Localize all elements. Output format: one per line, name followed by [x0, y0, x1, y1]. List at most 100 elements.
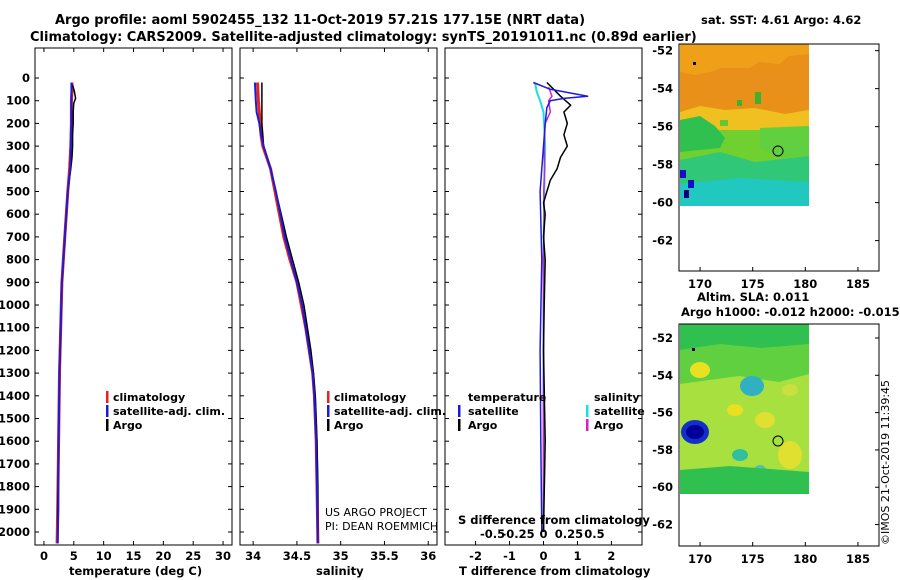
diff-legend-s-sat-label: satellite	[594, 405, 645, 418]
sal-legend-satellite-swatch	[327, 405, 330, 417]
diff-legend-salinity-title: salinity	[594, 391, 640, 404]
x-tick-label: 0	[539, 549, 547, 563]
profile-line-t-satellite	[533, 81, 589, 533]
title-line-1: Argo profile: aoml 5902455_132 11-Oct-20…	[55, 13, 586, 28]
x-tick-label: 2	[607, 549, 615, 563]
map-lat-label: -52	[652, 44, 673, 58]
map-lon-label: 175	[741, 552, 765, 566]
sst-map-axes: 170 175 180 185 -52 -54 -56 -58 -60 -62	[652, 44, 879, 291]
profile-line-t-argo	[542, 81, 572, 533]
x-tick-label: 35	[333, 549, 349, 563]
x-tick-label: 36	[420, 549, 436, 563]
map-lon-label: 180	[793, 552, 817, 566]
depth-tick-label: 1900	[0, 502, 30, 516]
profile-line-satellite-adj-clim-	[56, 82, 73, 544]
depth-axis: 0 100 200 300 400 500 600 700 800 900 1000 1100 1200…	[0, 71, 30, 539]
tick-marks	[35, 48, 642, 545]
salinity-profile-lines	[253, 82, 320, 544]
depth-tick-label: 900	[6, 275, 30, 289]
sal-legend-satellite-label: satellite-adj. clim.	[334, 405, 446, 418]
depth-tick-label: 700	[6, 230, 30, 244]
x-tick-label: 34	[245, 549, 261, 563]
title-line-2: Climatology: CARS2009. Satellite-adjuste…	[30, 30, 697, 45]
x2-tick-label: 0.5	[584, 527, 604, 541]
sst-argo-location-marker	[772, 145, 784, 157]
diff-legend-t-sat-swatch	[458, 405, 461, 417]
x-tick-label: 34.5	[283, 549, 311, 563]
sal-legend-argo-label: Argo	[334, 419, 364, 432]
x-tick-label: 0	[40, 549, 48, 563]
x-tick-label: -1	[503, 549, 516, 563]
sal-legend-climatology-swatch	[327, 391, 330, 403]
salinity-xlabel: salinity	[316, 564, 364, 578]
legend-climatology-swatch	[106, 391, 109, 403]
map-lat-label: -60	[652, 480, 673, 494]
difference-legend: temperature satellite Argo salinity sate…	[458, 391, 645, 432]
x2-tick-label: -0.5	[480, 527, 505, 541]
sla-map-frame	[678, 323, 880, 547]
map-lat-label: -62	[652, 518, 673, 532]
x-tick-label: 10	[96, 549, 112, 563]
depth-tick-label: 1300	[0, 366, 30, 380]
depth-tick-label: 800	[6, 253, 30, 267]
x-tick-label: 30	[215, 549, 231, 563]
map-lon-label: 180	[793, 277, 817, 291]
diff-legend-temperature-title: temperature	[468, 391, 546, 404]
x2-tick-label: -0.25	[501, 527, 534, 541]
sst-map-title: sat. SST: 4.61 Argo: 4.62	[701, 13, 861, 27]
sla-map-title-2: Argo h1000: -0.012 h2000: -0.015	[681, 305, 900, 319]
profile-line-argo	[261, 82, 319, 532]
sal-legend-climatology-label: climatology	[334, 391, 406, 404]
temperature-xlabel: temperature (deg C)	[69, 564, 202, 578]
legend-argo-swatch	[106, 419, 109, 431]
depth-tick-label: 1500	[0, 412, 30, 426]
map-lon-label: 170	[688, 277, 712, 291]
legend-climatology-label: climatology	[113, 391, 185, 404]
map-lon-label: 175	[741, 277, 765, 291]
diff-legend-t-argo-swatch	[458, 419, 461, 431]
legend-argo-label: Argo	[113, 419, 143, 432]
depth-tick-label: 1100	[0, 321, 30, 335]
sla-argo-location-marker	[772, 435, 784, 447]
diff-legend-s-argo-swatch	[586, 419, 589, 431]
map-lon-label: 185	[846, 552, 870, 566]
map-lon-label: 185	[846, 277, 870, 291]
depth-tick-label: 1600	[0, 434, 30, 448]
x-tick-labels: 0 5 10 15 20 25 30 34 34.5 35 35.5 36 -2 -1 0 1 2 -0.5-0.…	[40, 527, 615, 563]
map-lon-label: 170	[688, 552, 712, 566]
x2-tick-label: 0.25	[555, 527, 583, 541]
depth-tick-label: 500	[6, 185, 30, 199]
x-tick-label: 15	[125, 549, 141, 563]
salinity-panel-frame	[239, 47, 438, 546]
project-line-1: US ARGO PROJECT	[325, 506, 427, 519]
imos-credit: ©IMOS 21-Oct-2019 11:39:45	[879, 380, 892, 545]
x-tick-label: 1	[573, 549, 581, 563]
sla-map-image	[680, 324, 809, 494]
depth-tick-label: 1200	[0, 343, 30, 357]
diff-legend-s-sat-swatch	[586, 405, 589, 417]
diff-legend-t-sat-label: satellite	[468, 405, 519, 418]
s-difference-xlabel: S difference from climatology	[458, 513, 650, 527]
profile-line-satellite-adj-clim-	[253, 82, 319, 544]
depth-tick-label: 1800	[0, 480, 30, 494]
depth-tick-label: 300	[6, 139, 30, 153]
sst-map-frame	[678, 43, 880, 272]
sla-map-axes: 170 175 180 185 -52 -54 -56 -58 -60 -62	[652, 331, 879, 566]
depth-tick-label: 100	[6, 94, 30, 108]
depth-tick-label: 2000	[0, 525, 30, 539]
legend-satellite-swatch	[106, 405, 109, 417]
map-lat-label: -54	[652, 82, 673, 96]
difference-xlabel: T difference from climatology	[459, 564, 651, 578]
map-lat-label: -56	[652, 120, 673, 134]
depth-tick-label: 0	[22, 71, 30, 85]
depth-tick-label: 1700	[0, 457, 30, 471]
diff-legend-s-argo-label: Argo	[594, 419, 624, 432]
sla-map-title-1: Altim. SLA: 0.011	[697, 290, 809, 304]
diff-legend-t-argo-label: Argo	[468, 419, 498, 432]
map-lat-label: -56	[652, 406, 673, 420]
profile-line-climatology	[256, 82, 320, 544]
map-lat-label: -58	[652, 158, 673, 172]
map-lat-label: -54	[652, 368, 673, 382]
depth-tick-label: 600	[6, 207, 30, 221]
